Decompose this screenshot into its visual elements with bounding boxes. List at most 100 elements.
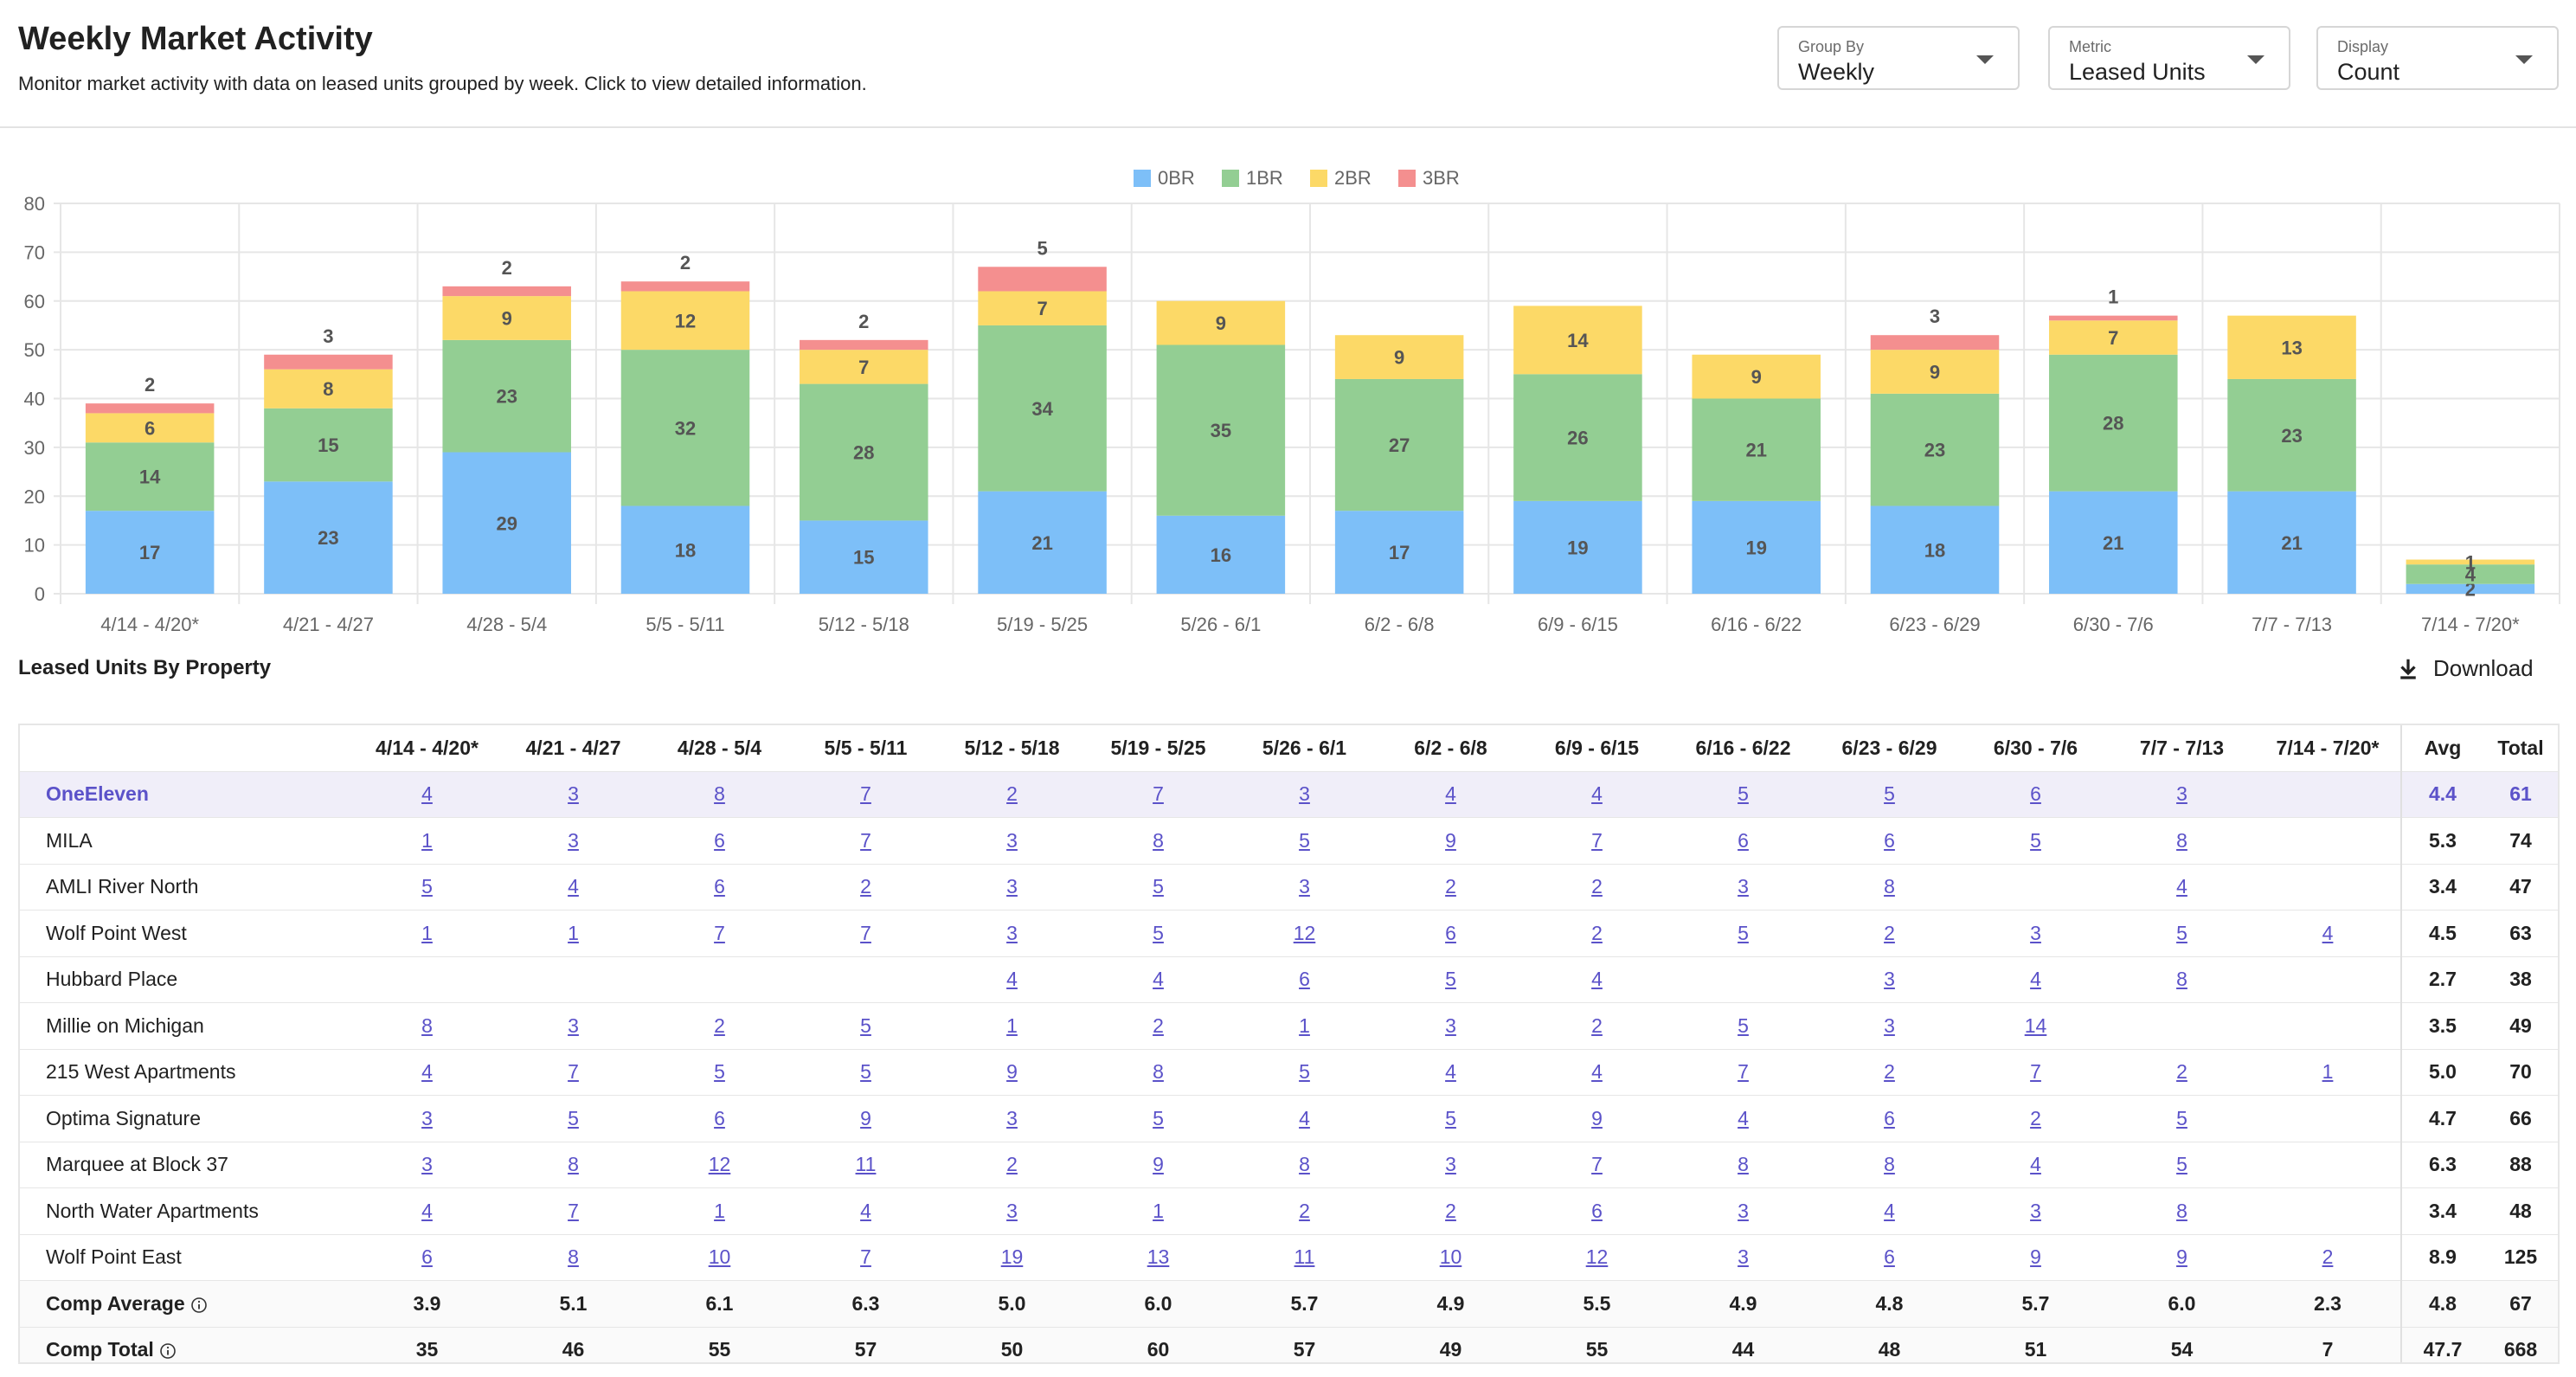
leased-count-link[interactable]: 9 — [1591, 1106, 1603, 1129]
leased-count-link[interactable]: 8 — [421, 1013, 433, 1037]
leased-count-link[interactable]: 2 — [1591, 921, 1603, 944]
leased-count-link[interactable]: 2 — [1591, 875, 1603, 898]
bar-segment-1br[interactable] — [978, 325, 1107, 492]
leased-count-link[interactable]: 4 — [2030, 968, 2041, 991]
leased-count-link[interactable]: 2 — [1884, 921, 1895, 944]
leased-count-link[interactable]: 9 — [2030, 1245, 2041, 1269]
leased-count-link[interactable]: 4 — [1591, 968, 1603, 991]
leased-count-link[interactable]: 5 — [2176, 1153, 2187, 1176]
leased-count-link[interactable]: 5 — [1153, 921, 1164, 944]
table-row[interactable]: 215 West Apartments 4 7 5 5 9 8 5 4 4 7 2 7 2 1 5.0 70 — [20, 1049, 2558, 1096]
leased-count-link[interactable]: 6 — [1884, 828, 1895, 852]
bar-segment-0br[interactable] — [1334, 511, 1464, 594]
bar-segment-0br[interactable] — [264, 481, 393, 594]
leased-count-link[interactable]: 2 — [714, 1013, 725, 1037]
leased-count-link[interactable]: 5 — [2176, 921, 2187, 944]
leased-count-link[interactable]: 3 — [1738, 1245, 1749, 1269]
leased-count-link[interactable]: 3 — [1738, 1199, 1749, 1222]
bar-segment-3br[interactable] — [978, 267, 1107, 292]
bar-segment-1br[interactable] — [800, 383, 928, 521]
leased-count-link[interactable]: 10 — [1439, 1245, 1462, 1269]
bar-segment-1br[interactable] — [620, 350, 750, 506]
leased-count-link[interactable]: 3 — [1006, 875, 1018, 898]
leased-count-link[interactable]: 8 — [2176, 828, 2187, 852]
leased-count-link[interactable]: 3 — [2176, 782, 2187, 806]
leased-count-link[interactable]: 5 — [1884, 782, 1895, 806]
bar-segment-0br[interactable] — [1870, 505, 2000, 594]
leased-count-link[interactable]: 5 — [1445, 968, 1456, 991]
table-row[interactable]: MILA 1 3 6 7 3 8 5 9 7 6 6 5 8 5.3 74 — [20, 817, 2558, 865]
leased-count-link[interactable]: 5 — [421, 875, 433, 898]
bar-segment-2br[interactable] — [1334, 335, 1464, 379]
leased-count-link[interactable]: 3 — [1006, 921, 1018, 944]
leased-count-link[interactable]: 4 — [2030, 1153, 2041, 1176]
bar-segment-2br[interactable] — [2227, 315, 2356, 379]
bar-segment-3br[interactable] — [620, 281, 750, 292]
leased-count-link[interactable]: 7 — [1591, 1153, 1603, 1176]
bar-segment-3br[interactable] — [264, 354, 393, 370]
leased-count-link[interactable]: 5 — [1738, 782, 1749, 806]
info-icon[interactable] — [159, 1342, 177, 1360]
bar-segment-1br[interactable] — [2406, 564, 2535, 584]
table-row[interactable]: Optima Signature 3 5 6 9 3 5 4 5 9 4 6 2 5 4.7 66 — [20, 1095, 2558, 1142]
leased-count-link[interactable]: 5 — [1299, 1060, 1310, 1084]
bar-segment-0br[interactable] — [620, 505, 750, 594]
leased-count-link[interactable]: 8 — [714, 782, 725, 806]
leased-count-link[interactable]: 6 — [714, 828, 725, 852]
leased-count-link[interactable]: 6 — [1884, 1106, 1895, 1129]
leased-count-link[interactable]: 2 — [1006, 1153, 1018, 1176]
bar-segment-3br[interactable] — [800, 339, 928, 351]
bar-segment-1br[interactable] — [85, 442, 215, 512]
leased-count-link[interactable]: 5 — [860, 1013, 871, 1037]
leased-count-link[interactable]: 6 — [1884, 1245, 1895, 1269]
bar-segment-2br[interactable] — [2406, 559, 2535, 565]
leased-count-link[interactable]: 4 — [1445, 782, 1456, 806]
leased-count-link[interactable]: 3 — [1884, 968, 1895, 991]
leased-count-link[interactable]: 13 — [1147, 1245, 1170, 1269]
leased-count-link[interactable]: 4 — [1591, 782, 1603, 806]
bar-segment-0br[interactable] — [800, 520, 928, 594]
bar-segment-0br[interactable] — [2227, 491, 2356, 594]
leased-count-link[interactable]: 7 — [860, 1245, 871, 1269]
table-row[interactable]: Wolf Point West 1 1 7 7 3 5 12 6 2 5 2 3 5 4 4.5 63 — [20, 910, 2558, 957]
leased-count-link[interactable]: 5 — [714, 1060, 725, 1084]
leased-count-link[interactable]: 5 — [568, 1106, 579, 1129]
leased-count-link[interactable]: 6 — [421, 1245, 433, 1269]
leased-count-link[interactable]: 3 — [1738, 875, 1749, 898]
leased-count-link[interactable]: 8 — [1299, 1153, 1310, 1176]
leased-count-link[interactable]: 12 — [1585, 1245, 1609, 1269]
leased-count-link[interactable]: 2 — [2030, 1106, 2041, 1129]
leased-count-link[interactable]: 7 — [1738, 1060, 1749, 1084]
bar-segment-2br[interactable] — [264, 369, 393, 409]
legend-item-3br[interactable]: 3BR — [1398, 167, 1460, 189]
leased-count-link[interactable]: 11 — [855, 1153, 877, 1176]
leased-count-link[interactable]: 6 — [2030, 782, 2041, 806]
leased-count-link[interactable]: 3 — [421, 1153, 433, 1176]
bar-segment-0br[interactable] — [1513, 500, 1642, 594]
leased-count-link[interactable]: 1 — [568, 921, 579, 944]
leased-count-link[interactable]: 1 — [714, 1199, 725, 1222]
leased-count-link[interactable]: 3 — [1884, 1013, 1895, 1037]
leased-count-link[interactable]: 9 — [1006, 1060, 1018, 1084]
leased-count-link[interactable]: 6 — [1299, 968, 1310, 991]
bar-segment-3br[interactable] — [1870, 335, 2000, 351]
leased-count-link[interactable]: 2 — [2322, 1245, 2334, 1269]
leased-count-link[interactable]: 8 — [1884, 1153, 1895, 1176]
table-row[interactable]: Hubbard Place 4 4 6 5 4 3 4 8 2.7 38 — [20, 956, 2558, 1003]
leased-count-link[interactable]: 5 — [1299, 828, 1310, 852]
bar-segment-0br[interactable] — [2406, 583, 2535, 594]
table-row[interactable]: Millie on Michigan 8 3 2 5 1 2 1 3 2 5 3 14 3.5 49 — [20, 1002, 2558, 1050]
leased-count-link[interactable]: 8 — [1738, 1153, 1749, 1176]
leased-count-link[interactable]: 9 — [860, 1106, 871, 1129]
leased-count-link[interactable]: 4 — [1591, 1060, 1603, 1084]
leased-count-link[interactable]: 6 — [1591, 1199, 1603, 1222]
leased-count-link[interactable]: 1 — [421, 828, 433, 852]
leased-count-link[interactable]: 7 — [1591, 828, 1603, 852]
leased-count-link[interactable]: 3 — [1006, 828, 1018, 852]
leased-count-link[interactable]: 8 — [1153, 1060, 1164, 1084]
leased-count-link[interactable]: 12 — [1293, 921, 1316, 944]
leased-count-link[interactable]: 4 — [1884, 1199, 1895, 1222]
leased-count-link[interactable]: 1 — [1299, 1013, 1310, 1037]
display-select[interactable]: Display Count — [2316, 26, 2559, 90]
